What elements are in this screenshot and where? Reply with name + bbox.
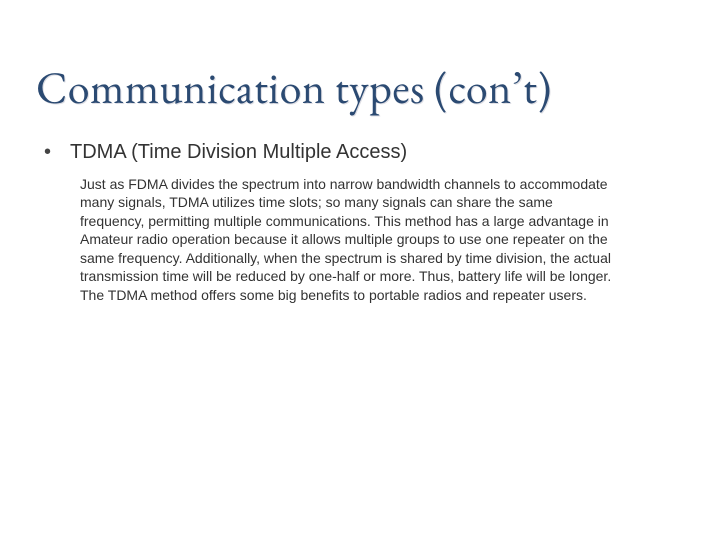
slide-container: Communication types (con’t) • TDMA (Time… bbox=[0, 0, 720, 540]
bullet-marker: • bbox=[44, 139, 70, 165]
slide-title: Communication types (con’t) bbox=[36, 60, 684, 117]
bullet-item: • TDMA (Time Division Multiple Access) bbox=[36, 139, 684, 165]
bullet-text: TDMA (Time Division Multiple Access) bbox=[70, 139, 407, 165]
body-paragraph: Just as FDMA divides the spectrum into n… bbox=[36, 175, 676, 304]
